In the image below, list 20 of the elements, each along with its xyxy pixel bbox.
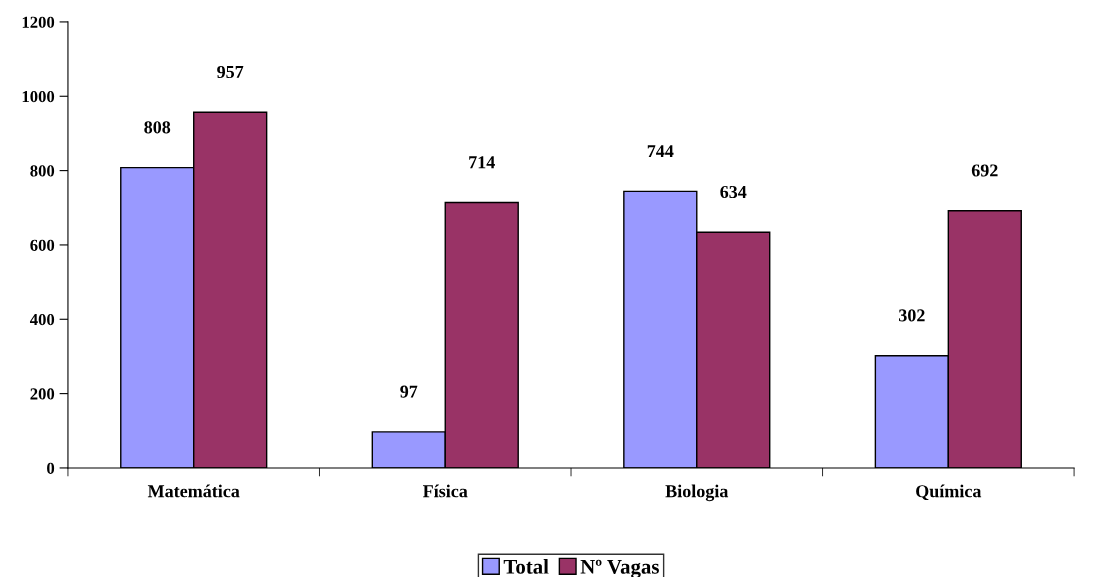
y-tick-label: 0: [47, 462, 55, 474]
y-tick-label: 800: [30, 165, 55, 177]
data-label: 302: [898, 309, 925, 322]
data-label: 957: [217, 65, 244, 79]
data-label: 634: [720, 185, 747, 199]
y-tick-label: 1200: [22, 16, 55, 28]
data-label: 692: [971, 164, 998, 177]
x-tick-label: Física: [422, 484, 468, 498]
x-tick-label: Biologia: [665, 484, 729, 502]
y-tick-label: 600: [30, 239, 55, 251]
y-tick-label: 200: [30, 388, 55, 400]
data-label: 744: [647, 145, 674, 158]
x-tick-label: Matemática: [147, 484, 240, 498]
y-tick-label: 400: [29, 313, 55, 326]
data-label: 714: [469, 156, 495, 169]
x-tick-label: Química: [916, 484, 982, 501]
data-label: 97: [400, 385, 418, 398]
y-tick-label: 1000: [22, 90, 55, 103]
data-label: 808: [144, 121, 171, 134]
legend-label: Total: [503, 559, 549, 574]
